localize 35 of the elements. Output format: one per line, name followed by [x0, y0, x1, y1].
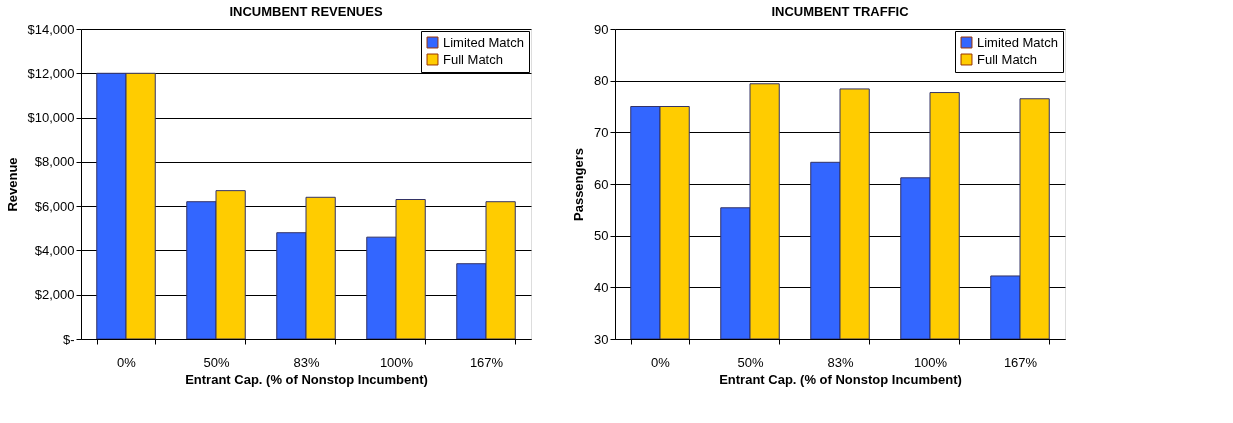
y-tick-label: $8,000 [34, 154, 75, 170]
x-tick-label: 50% [737, 354, 764, 370]
y-tick-label: $4,000 [34, 242, 75, 258]
legend-label: Limited Match [977, 34, 1058, 50]
x-tick-label: 50% [203, 354, 230, 370]
x-tick-label: 83% [293, 354, 320, 370]
y-tick-label: $2,000 [34, 287, 75, 303]
y-tick-label: 40 [594, 279, 609, 295]
y-tick-label: 50 [594, 228, 609, 244]
y-axis-title: Revenue [4, 157, 20, 212]
y-tick-label: $6,000 [34, 198, 75, 214]
x-axis-title: Entrant Cap. (% of Nonstop Incumbent) [185, 371, 428, 387]
x-tick-label: 0% [117, 354, 137, 370]
y-tick-label: 80 [594, 73, 609, 89]
x-tick-label: 100% [379, 354, 414, 370]
y-tick-label: $12,000 [27, 65, 75, 81]
y-tick-label: $14,000 [27, 21, 75, 37]
chart-title: INCUMBENT REVENUES [229, 4, 383, 19]
legend-label: Full Match [977, 51, 1037, 67]
x-tick-label: 0% [651, 354, 671, 370]
y-tick-label: 90 [594, 21, 609, 37]
x-axis-title: Entrant Cap. (% of Nonstop Incumbent) [719, 371, 962, 387]
chart-title: INCUMBENT TRAFFIC [771, 4, 910, 19]
y-tick-label: $10,000 [27, 110, 75, 126]
legend-label: Limited Match [443, 34, 524, 50]
x-tick-label: 100% [913, 354, 948, 370]
x-tick-label: 83% [827, 354, 854, 370]
y-tick-label: 60 [594, 176, 609, 192]
y-tick-label: 70 [594, 124, 609, 140]
x-tick-label: 167% [1003, 354, 1038, 370]
y-tick-label: 30 [594, 331, 609, 347]
y-tick-label: $- [62, 331, 75, 347]
legend-label: Full Match [443, 51, 503, 67]
y-axis-title: Passengers [571, 148, 587, 221]
x-tick-label: 167% [469, 354, 504, 370]
